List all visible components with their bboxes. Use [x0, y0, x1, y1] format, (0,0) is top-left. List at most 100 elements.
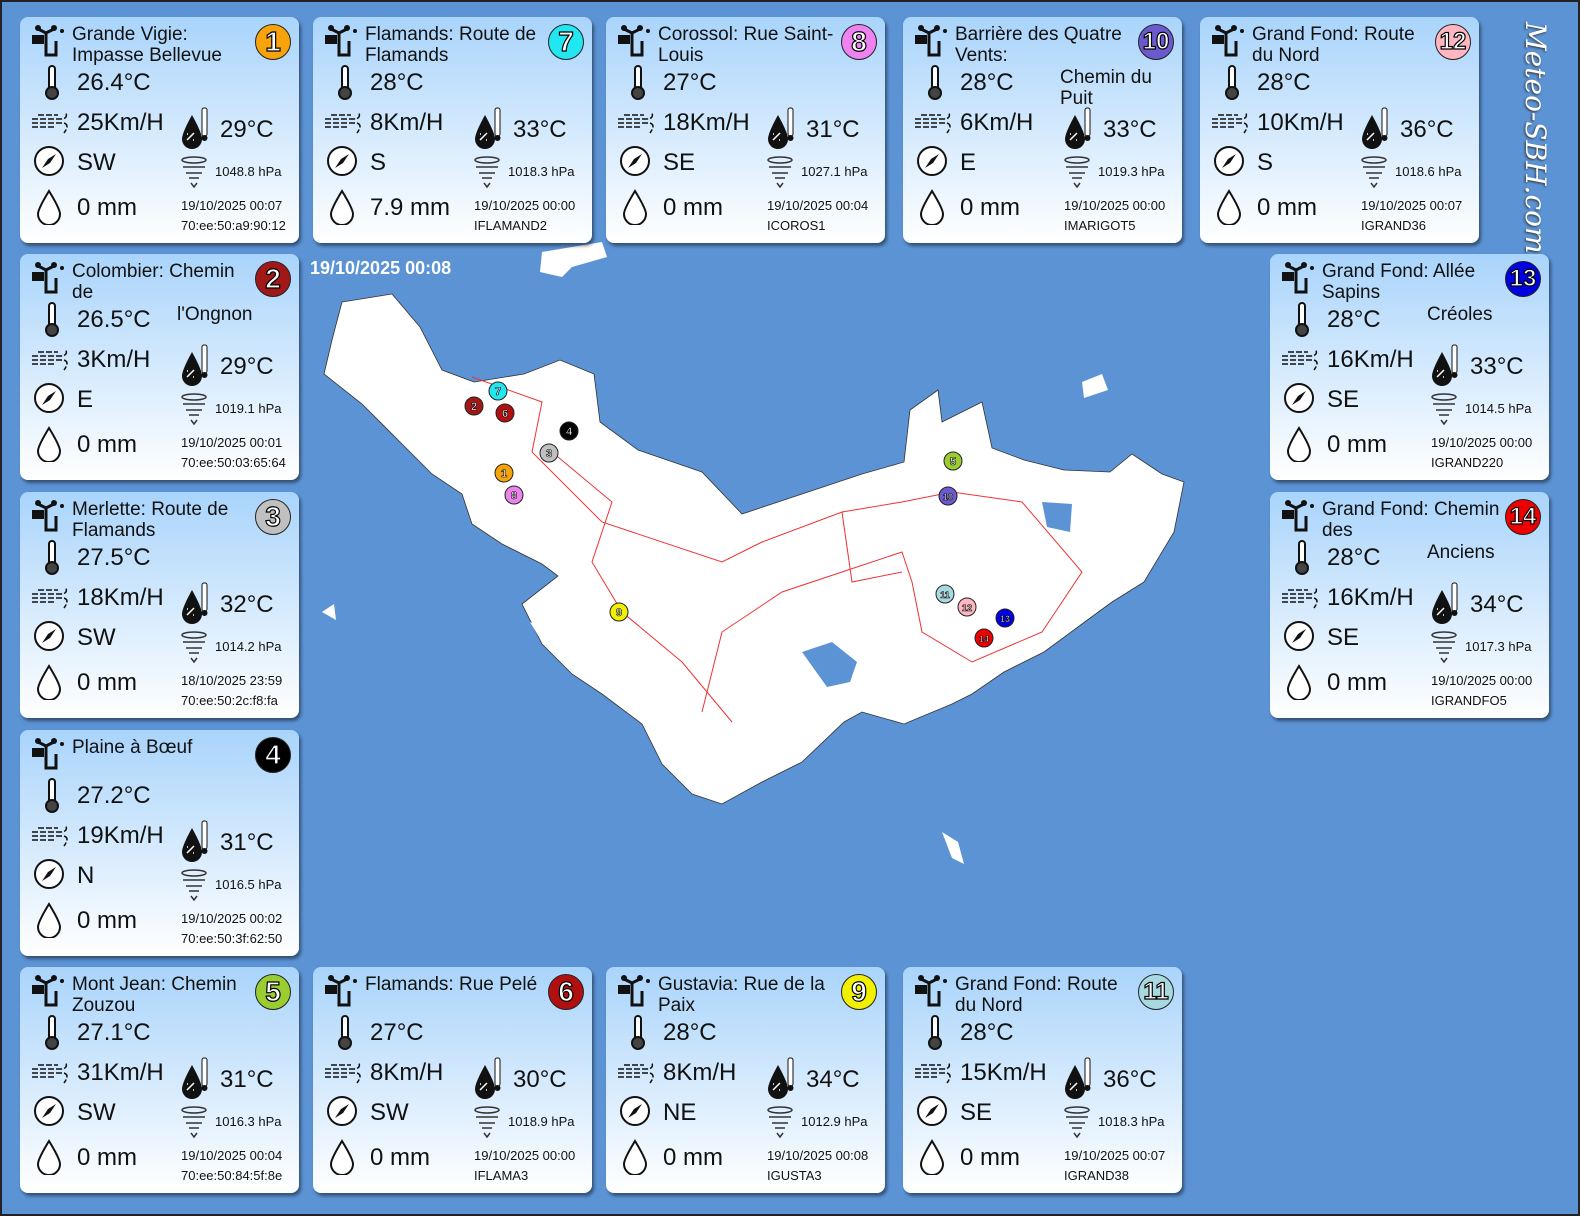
station-id: 70:ee:50:3f:62:50 [181, 931, 283, 946]
observation-time: 19/10/2025 00:00 [474, 1148, 576, 1163]
weather-station-icon [323, 23, 359, 64]
wind-speed: 16Km/H [1327, 584, 1414, 611]
map-marker-4[interactable]: 4 [559, 421, 579, 441]
rainfall: 0 mm [77, 194, 137, 221]
map-marker-6[interactable]: 6 [495, 403, 515, 423]
compass-icon [326, 145, 358, 182]
pressure: 1017.3 hPa [1465, 639, 1532, 654]
map-marker-1[interactable]: 1 [494, 463, 514, 483]
map-marker-13[interactable]: 13 [995, 608, 1015, 628]
station-card-13[interactable]: Grand Fond: Allée Sapins Créoles 13 28°C… [1270, 254, 1549, 480]
map-marker-5[interactable]: 5 [943, 451, 963, 471]
temperature: 28°C [1327, 544, 1381, 571]
station-card-1[interactable]: Grande Vigie: Impasse Bellevue 1 26.4°C … [20, 17, 299, 243]
station-number-badge: 4 [255, 737, 291, 773]
wind-icon [30, 820, 70, 855]
marker-label: 14 [979, 634, 989, 644]
observation-time: 19/10/2025 00:07 [181, 198, 283, 213]
thermometer-icon [42, 539, 62, 580]
site-logo[interactable]: Meteo-SBH.com [1519, 22, 1552, 254]
pressure: 1018.6 hPa [1395, 164, 1462, 179]
station-number-badge: 12 [1435, 24, 1471, 60]
feels-like-icon [766, 107, 796, 156]
rainfall: 0 mm [663, 1144, 723, 1171]
rainfall: 0 mm [960, 194, 1020, 221]
pressure-icon [1360, 155, 1388, 194]
pressure: 1018.3 hPa [1098, 1114, 1165, 1129]
wind-icon [1210, 107, 1250, 142]
station-id: 70:ee:50:84:5f:8e [181, 1168, 283, 1183]
station-number-badge: 6 [548, 974, 584, 1010]
feels-like-temp: 33°C [513, 116, 567, 143]
wind-icon [1280, 582, 1320, 617]
rain-drop-icon [36, 426, 62, 467]
feels-like-icon [1430, 582, 1460, 631]
station-card-8[interactable]: Corossol: Rue Saint-Louis 8 27°C 18Km/H … [606, 17, 885, 243]
observation-time: 19/10/2025 00:00 [1431, 673, 1533, 688]
station-id: IGRAND220 [1431, 455, 1504, 470]
station-title: Gustavia: Rue de la Paix [658, 974, 825, 1016]
wind-direction: SW [77, 1099, 116, 1126]
feels-like-icon [180, 1057, 210, 1106]
compass-icon [33, 382, 65, 419]
station-card-2[interactable]: Colombier: Chemin de l'Ongnon 2 26.5°C 3… [20, 254, 299, 480]
temperature: 27.2°C [77, 782, 151, 809]
rain-drop-icon [329, 1139, 355, 1180]
map-marker-2[interactable]: 2 [464, 396, 484, 416]
station-number-badge: 10 [1138, 24, 1174, 60]
pressure-icon [180, 155, 208, 194]
station-card-11[interactable]: Grand Fond: Route du Nord 11 28°C 15Km/H… [903, 967, 1182, 1193]
pressure-icon [1063, 1105, 1091, 1144]
wind-speed: 18Km/H [77, 584, 164, 611]
observation-time: 19/10/2025 00:04 [181, 1148, 283, 1163]
pressure: 1014.2 hPa [215, 639, 282, 654]
station-card-4[interactable]: Plaine à Bœuf 4 27.2°C 19Km/H 31°C N 101… [20, 730, 299, 956]
rainfall: 0 mm [1327, 669, 1387, 696]
compass-icon [33, 620, 65, 657]
rainfall: 0 mm [77, 907, 137, 934]
wind-icon [1280, 344, 1320, 379]
wind-icon [30, 107, 70, 142]
station-card-3[interactable]: Merlette: Route de Flamands 3 27.5°C 18K… [20, 492, 299, 718]
rain-drop-icon [1286, 664, 1312, 705]
station-card-12[interactable]: Grand Fond: Route du Nord 12 28°C 10Km/H… [1200, 17, 1479, 243]
map-marker-9[interactable]: 9 [609, 602, 629, 622]
map-marker-12[interactable]: 12 [957, 597, 977, 617]
station-card-6[interactable]: Flamands: Rue Pelé 6 27°C 8Km/H 30°C SW … [313, 967, 592, 1193]
weather-station-icon [913, 973, 949, 1014]
feels-like-icon [180, 582, 210, 631]
rain-drop-icon [329, 189, 355, 230]
station-card-14[interactable]: Grand Fond: Chemin des Anciens 14 28°C 1… [1270, 492, 1549, 718]
wind-direction: SW [77, 624, 116, 651]
station-title: Colombier: Chemin de [72, 261, 235, 303]
compass-icon [1283, 620, 1315, 657]
map-marker-10[interactable]: 10 [938, 486, 958, 506]
temperature: 28°C [1327, 306, 1381, 333]
map-marker-3[interactable]: 3 [539, 443, 559, 463]
wind-speed: 25Km/H [77, 109, 164, 136]
weather-station-icon [30, 23, 66, 64]
pressure: 1016.5 hPa [215, 877, 282, 892]
compass-icon [33, 858, 65, 895]
station-card-7[interactable]: Flamands: Route de Flamands 7 28°C 8Km/H… [313, 17, 592, 243]
station-title: Mont Jean: Chemin Zouzou [72, 974, 237, 1016]
station-card-5[interactable]: Mont Jean: Chemin Zouzou 5 27.1°C 31Km/H… [20, 967, 299, 1193]
map-marker-11[interactable]: 11 [935, 584, 955, 604]
wind-direction: SE [1327, 386, 1360, 413]
map-marker-7[interactable]: 7 [488, 381, 508, 401]
map-marker-8[interactable]: 8 [504, 485, 524, 505]
feels-like-icon [1430, 344, 1460, 393]
station-card-9[interactable]: Gustavia: Rue de la Paix 9 28°C 8Km/H 34… [606, 967, 885, 1193]
map-marker-14[interactable]: 14 [974, 628, 994, 648]
marker-label: 7 [495, 386, 501, 398]
station-title-cont: Chemin du Puit [1060, 67, 1152, 109]
observation-time: 19/10/2025 00:04 [767, 198, 869, 213]
feels-like-temp: 31°C [220, 1066, 274, 1093]
marker-label: 4 [566, 426, 573, 438]
feels-like-icon [1360, 107, 1390, 156]
wind-speed: 19Km/H [77, 822, 164, 849]
thermometer-icon [628, 64, 648, 105]
weather-station-icon [30, 973, 66, 1014]
rain-drop-icon [36, 902, 62, 943]
station-card-10[interactable]: Barrière des Quatre Vents: Chemin du Pui… [903, 17, 1182, 243]
